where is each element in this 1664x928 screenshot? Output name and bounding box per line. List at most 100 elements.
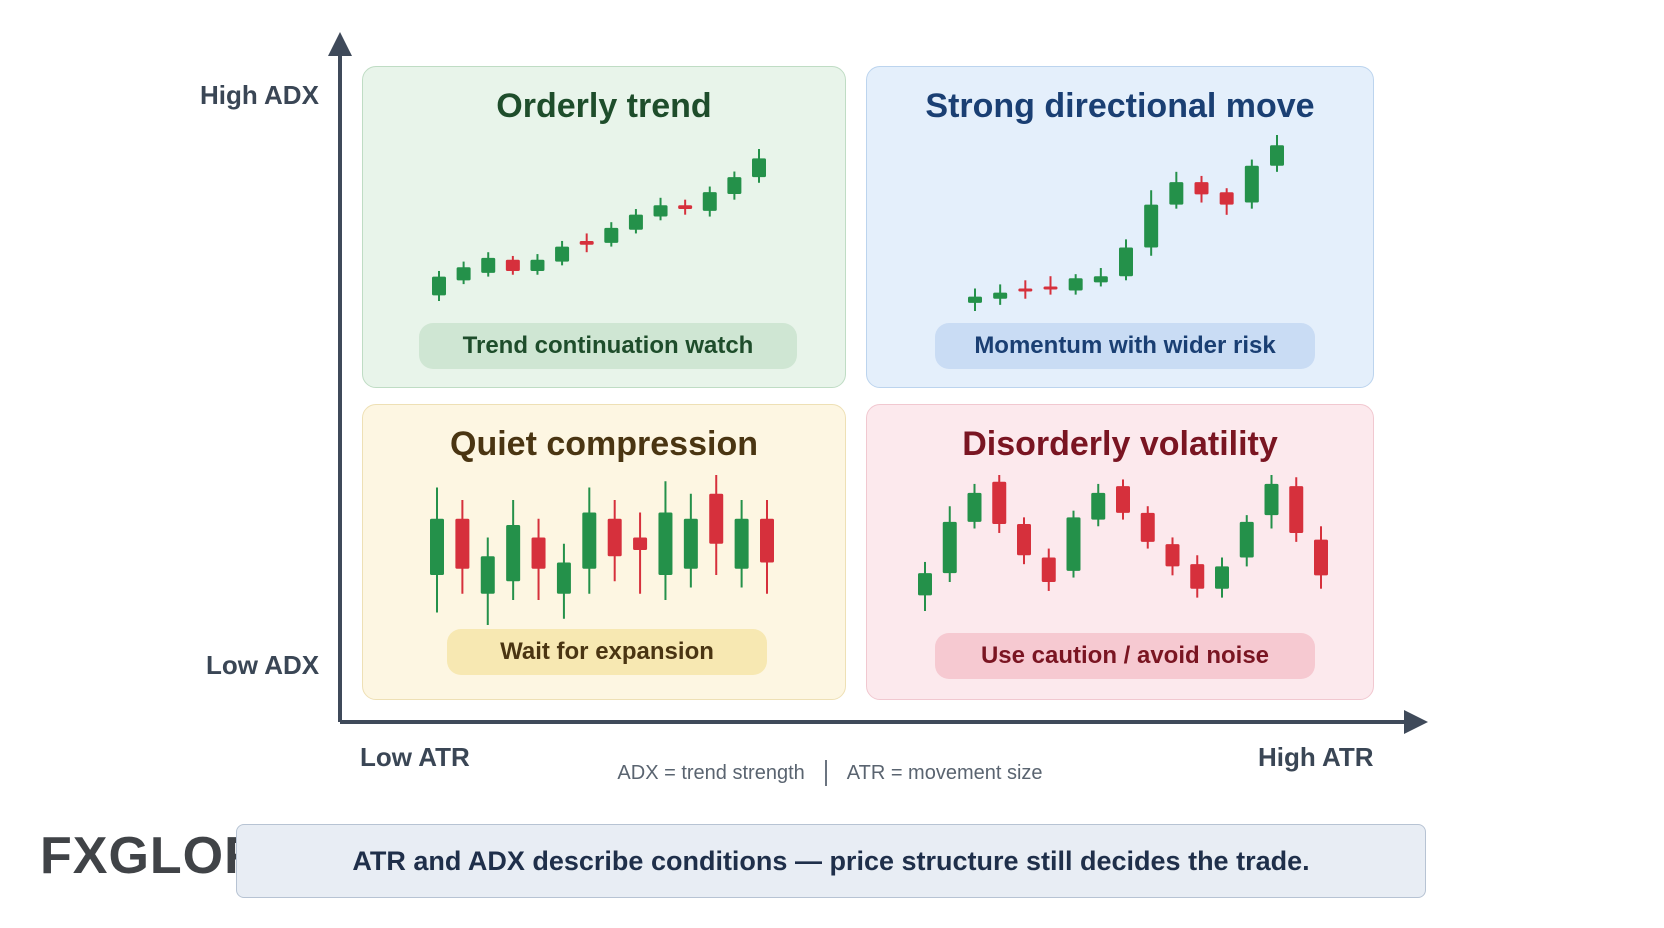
bullish-candle [918,561,932,611]
bullish-candle [1270,135,1284,172]
quadrant-pill: Trend continuation watch [419,323,797,369]
candlestick-chart [918,475,1328,611]
footer-message: ATR and ADX describe conditions — price … [352,845,1310,876]
quadrant-strong-directional-move: Strong directional move Momentum with wi… [866,66,1374,388]
bullish-candle [628,209,643,234]
quadrant-title: Strong directional move [925,87,1315,125]
candle-body [506,525,521,582]
candle-body [430,518,444,575]
candle-body [1289,486,1304,533]
bullish-candle [1239,515,1254,567]
legend: ADX = trend strength ATR = movement size [560,760,1100,786]
bearish-candle [633,512,648,594]
legend-separator [824,760,827,786]
bullish-candle [1093,268,1108,287]
bullish-candle [752,149,766,183]
y-axis-high-label: High ADX [200,80,319,110]
bearish-candle [1194,175,1209,203]
bearish-candle [678,199,693,215]
candle-body [1091,492,1106,520]
bullish-candle [993,284,1008,305]
candle-body [942,521,957,574]
bullish-candle [683,493,698,588]
candle-body [1018,288,1033,292]
x-axis-low-label: Low ATR [360,742,470,772]
quadrant-title: Quiet compression [450,425,758,463]
bullish-candle [582,487,597,594]
candle-body [1068,278,1083,291]
bearish-candle [760,500,774,594]
candle-body [530,259,545,271]
bearish-candle [1018,280,1033,299]
candle-body [678,205,693,210]
candle-body [1066,517,1081,571]
logo-text-fx: FX [40,827,109,885]
candle-body [1041,557,1056,583]
candlestick-chart [430,475,774,625]
bullish-candle [432,270,446,301]
candle-body [1239,521,1254,558]
candle-body [555,246,570,262]
candle-body [727,177,742,195]
bearish-candle [607,500,622,582]
x-axis-high-label: High ATR [1258,742,1374,772]
bullish-candle [556,543,571,619]
candle-body [481,257,496,273]
candle-body [1119,247,1133,277]
candle-body [658,512,673,575]
bullish-candle [1244,159,1259,209]
quadrant-pill: Momentum with wider risk [935,323,1315,369]
candle-body [1194,182,1209,195]
candle-body [1017,524,1031,556]
candle-body [531,537,546,569]
candle-body [967,492,982,522]
bullish-candle [481,252,496,277]
candle-body [604,227,619,243]
bearish-candle [1043,276,1058,295]
quadrant-pill: Use caution / avoid noise [935,633,1315,679]
candle-body [1264,483,1279,516]
bullish-candle [1169,171,1184,209]
bullish-candle [1264,475,1279,529]
candle-body [760,518,774,563]
candle-body [480,556,495,594]
candle-body [968,296,982,303]
bullish-candle [530,254,545,275]
legend-atr: ATR = movement size [846,761,1043,784]
candle-body [1144,204,1159,248]
quadrant-title: Orderly trend [496,87,712,125]
bearish-candle [1140,506,1155,549]
candle-body [628,214,643,230]
quadrant-orderly-trend: Orderly trend Trend continuation watch [362,66,846,388]
candlestick-chart [432,149,766,301]
bullish-candle [430,487,444,613]
bullish-candle [456,261,471,285]
y-axis-low-label: Low ADX [206,650,320,680]
bearish-candle [1219,188,1234,215]
candle-body [582,512,597,569]
bearish-candle [1190,555,1205,598]
quadrant-title: Disorderly volatility [962,425,1278,463]
x-axis-arrow [1404,710,1428,734]
bullish-candle [727,171,742,200]
bullish-candle [555,240,570,266]
bearish-candle [579,233,594,253]
bullish-candle [604,222,619,247]
candle-body [432,276,446,296]
candle-body [702,192,717,211]
bearish-candle [1116,479,1130,520]
candle-body [1215,566,1229,589]
footer-message-box: ATR and ADX describe conditions — price … [236,824,1426,898]
y-axis-arrow [328,32,352,56]
bullish-candle [1066,510,1081,578]
candle-body [607,518,622,557]
bearish-candle [1314,526,1328,589]
bearish-candle [709,475,724,575]
candle-body [709,493,724,544]
bullish-candle [1119,239,1133,281]
candle-body [734,518,749,569]
candle-body [579,240,594,245]
bearish-candle [1017,517,1031,565]
candle-body [633,537,648,550]
